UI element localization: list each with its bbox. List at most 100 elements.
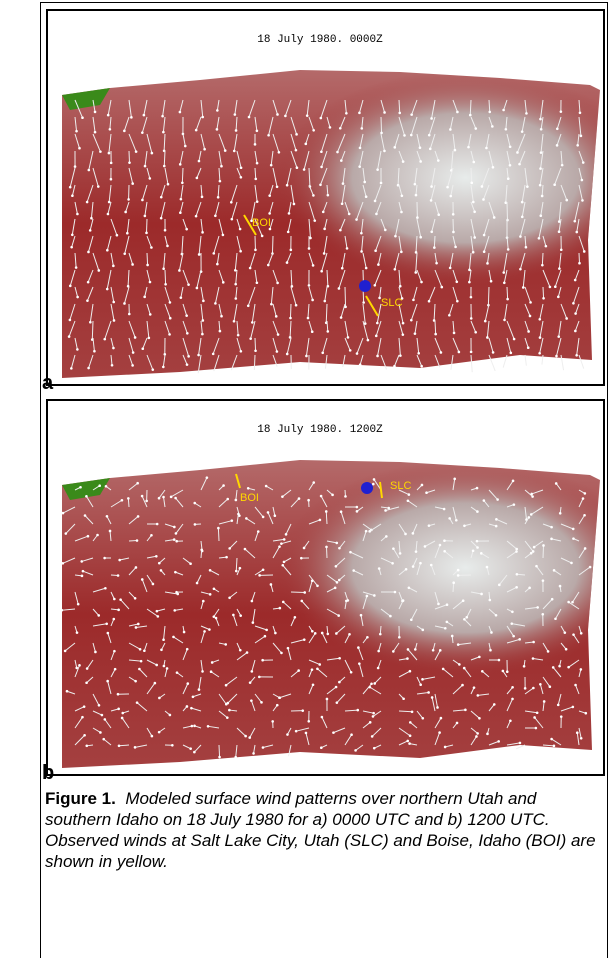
wind-head	[71, 234, 74, 237]
wind-head	[249, 681, 252, 684]
wind-head	[486, 566, 489, 569]
wind-head	[340, 316, 343, 319]
terrain-highlight	[62, 460, 600, 768]
wind-head	[378, 567, 381, 570]
wind-head	[75, 266, 78, 269]
wind-head	[294, 616, 297, 619]
wind-head	[463, 524, 466, 527]
wind-head	[449, 128, 452, 131]
wind-head	[543, 700, 546, 703]
wind-head	[209, 569, 212, 572]
wind-head	[264, 635, 267, 638]
wind-head	[99, 150, 102, 153]
wind-head	[518, 163, 521, 166]
wind-head	[281, 495, 284, 498]
wind-head	[357, 646, 360, 649]
wind-head	[261, 659, 264, 662]
caption: Figure 1. Modeled surface wind patterns …	[45, 788, 605, 872]
wind-head	[325, 510, 328, 513]
wind-head	[575, 231, 578, 234]
wind-head	[108, 152, 111, 155]
wind-head	[150, 534, 153, 537]
wind-head	[455, 519, 458, 522]
wind-head	[64, 650, 67, 653]
wind-head	[164, 229, 167, 232]
wind-head	[574, 279, 577, 282]
wind-head	[345, 600, 348, 603]
wind-head	[502, 271, 505, 274]
wind-head	[456, 300, 459, 303]
wind-head	[372, 715, 375, 718]
wind-head	[71, 194, 74, 197]
wind-head	[321, 351, 324, 354]
wind-head	[320, 270, 323, 273]
wind-head	[258, 574, 261, 577]
wind-head	[74, 165, 77, 168]
wind-head	[80, 560, 83, 563]
wind-head	[335, 542, 338, 545]
wind-head	[457, 574, 460, 577]
wind-head	[519, 742, 522, 745]
wind-head	[222, 234, 225, 237]
wind-head	[161, 115, 164, 118]
wind-head	[156, 610, 159, 613]
wind-head	[254, 143, 257, 146]
wind-head	[405, 568, 408, 571]
wind-head	[331, 494, 334, 497]
wind-head	[128, 161, 131, 164]
wind-head	[542, 544, 545, 547]
wind-head	[184, 145, 187, 148]
wind-head	[377, 667, 380, 670]
wind-head	[284, 115, 287, 118]
wind-head	[371, 735, 374, 738]
wind-head	[430, 117, 433, 120]
wind-head	[380, 132, 383, 135]
wind-head	[306, 114, 309, 117]
wind-head	[473, 686, 476, 689]
wind-head	[573, 220, 576, 223]
wind-head	[452, 213, 455, 216]
wind-head	[410, 319, 413, 322]
wind-head	[295, 730, 298, 733]
wind-head	[134, 336, 137, 339]
wind-head	[321, 716, 324, 719]
wind-vector	[435, 321, 436, 334]
wind-head	[389, 615, 392, 618]
wind-vector	[345, 287, 346, 307]
wind-head	[582, 497, 585, 500]
wind-head	[432, 649, 435, 652]
wind-head	[451, 635, 454, 638]
wind-head	[192, 695, 195, 698]
wind-head	[98, 704, 101, 707]
wind-head	[461, 684, 464, 687]
wind-head	[486, 336, 489, 339]
wind-head	[398, 636, 401, 639]
wind-head	[136, 539, 139, 542]
wind-head	[89, 321, 92, 324]
wind-head	[492, 166, 495, 169]
wind-vector	[507, 287, 508, 299]
wind-head	[166, 667, 169, 670]
wind-head	[186, 332, 189, 335]
wind-head	[557, 335, 560, 338]
wind-head	[212, 252, 215, 255]
wind-head	[94, 131, 97, 134]
wind-head	[456, 722, 459, 725]
wind-head	[414, 648, 417, 651]
wind-head	[539, 214, 542, 217]
wind-head	[287, 647, 290, 650]
wind-head	[322, 211, 325, 214]
wind-head	[365, 530, 368, 533]
wind-head	[339, 127, 342, 130]
wind-head	[230, 201, 233, 204]
wind-head	[539, 167, 542, 170]
wind-head	[198, 688, 201, 691]
wind-head	[297, 669, 300, 672]
wind-head	[480, 593, 483, 596]
wind-head	[262, 516, 265, 519]
wind-head	[373, 682, 376, 685]
wind-head	[410, 618, 413, 621]
wind-head	[490, 631, 493, 634]
wind-head	[383, 111, 386, 114]
wind-head	[495, 518, 498, 521]
